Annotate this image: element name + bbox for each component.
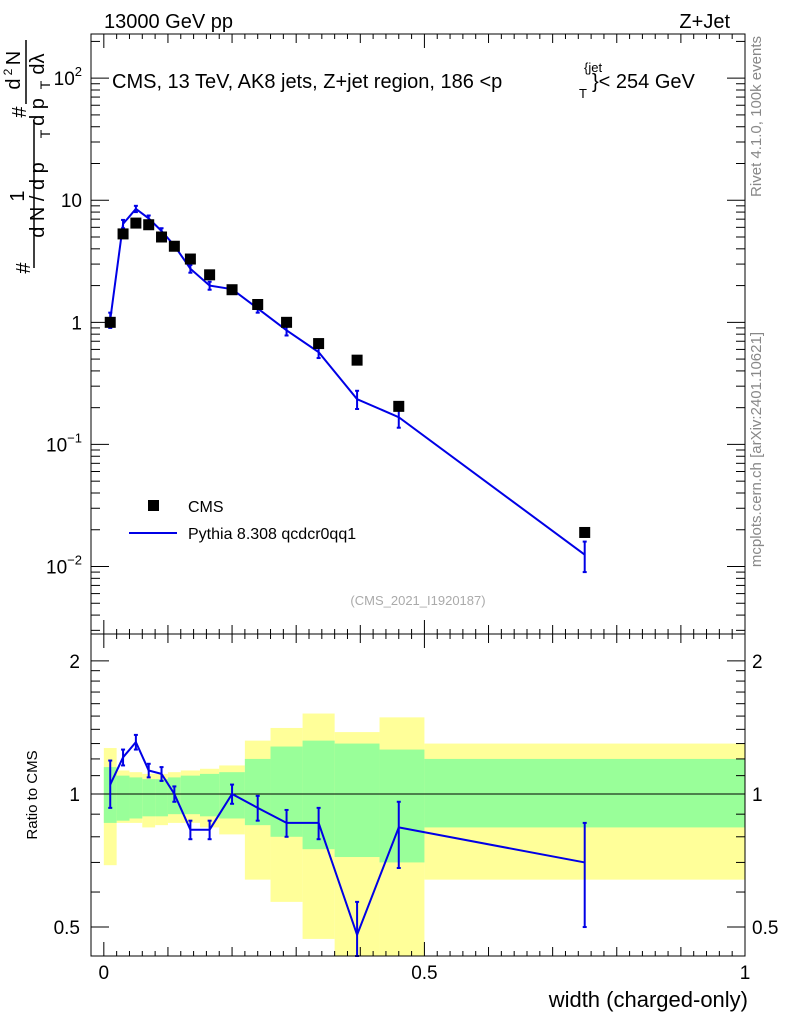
band-inner — [129, 777, 143, 819]
axes: 0 0.5 1 10−2 10−1 1 10 102 0.5 0.5 1 1 2 2 — [46, 33, 778, 984]
ylabel-dpt: d p — [27, 98, 49, 126]
main-y-tick-label: 10 — [61, 191, 82, 212]
cms-point — [313, 338, 325, 350]
ylabel-d2n-sup: 2 — [1, 68, 15, 75]
x-tick-label: 0.5 — [411, 963, 437, 984]
cms-point — [168, 240, 180, 252]
x-tick-label: 0 — [99, 963, 110, 984]
band-inner — [155, 779, 168, 817]
cms-point — [351, 354, 363, 366]
band-inner — [334, 743, 380, 858]
cms-point — [104, 316, 116, 328]
title-sup: {jet — [584, 60, 602, 75]
ylabel-dpt-sub: T — [37, 80, 53, 89]
ratio-y-tick-label-left: 1 — [69, 785, 80, 806]
band-inner — [424, 758, 745, 828]
main-y-tick-label: 102 — [54, 64, 82, 90]
main-plot-marks — [104, 204, 591, 574]
rivet-label: Rivet 4.1.0, 100k events — [748, 36, 765, 197]
ylabel-d2n-n: N — [3, 51, 25, 65]
cms-point — [143, 219, 155, 231]
band-inner — [200, 773, 220, 817]
ratio-y-tick-label-left: 2 — [69, 652, 80, 673]
cms-point — [204, 269, 216, 281]
band-inner — [116, 775, 130, 821]
ylabel-d2n-d: d — [3, 78, 25, 89]
band-inner — [180, 775, 200, 815]
x-axis-label: width (charged-only) — [548, 987, 748, 1012]
main-y-tick-label: 10−1 — [46, 430, 82, 456]
ratio-bands — [91, 713, 745, 956]
ratio-y-tick-label-left: 0.5 — [54, 918, 80, 939]
main-y-tick-label: 1 — [71, 313, 82, 334]
band-inner — [142, 779, 156, 817]
ylabel-dn: d N / d p — [27, 162, 49, 238]
main-ylabel: # 1 d N / d p T # d 2 N d p T dλ — [1, 40, 53, 274]
cms-point — [252, 298, 264, 310]
legend-cms-marker — [148, 500, 159, 511]
title-suffix: }< 254 GeV — [592, 71, 696, 93]
header-right: Z+Jet — [679, 11, 730, 33]
x-tick-label: 1 — [740, 963, 751, 984]
legend: CMS Pythia 8.308 qcdcr0qq1 — [129, 499, 356, 543]
ratio-ylabel: Ratio to CMS — [24, 750, 41, 839]
cms-point — [117, 228, 129, 240]
cms-point — [579, 526, 591, 538]
main-y-tick-label: 10−2 — [46, 553, 82, 579]
ylabel-one: 1 — [7, 190, 29, 201]
cms-point — [281, 316, 293, 328]
ratio-y-tick-label-right: 2 — [752, 652, 763, 673]
cms-point — [226, 284, 238, 296]
band-inner — [379, 749, 425, 863]
ratio-frame — [90, 633, 746, 957]
title-main: CMS, 13 TeV, AK8 jets, Z+jet region, 186… — [112, 71, 502, 93]
ylabel-dn-sub: T — [37, 129, 53, 138]
cms-point — [184, 253, 196, 265]
ratio-y-tick-label-right: 0.5 — [752, 918, 778, 939]
ylabel-hash: # — [13, 262, 35, 274]
ratio-y-tick-label-right: 1 — [752, 785, 763, 806]
ylabel-dl: dλ — [27, 53, 49, 74]
legend-cms-label: CMS — [188, 499, 224, 516]
mc-line — [109, 207, 586, 556]
ylabel-hash2: # — [9, 106, 31, 118]
header-left: 13000 GeV pp — [104, 11, 233, 33]
main-frame — [90, 33, 746, 635]
legend-mc-label: Pythia 8.308 qcdcr0qq1 — [188, 526, 356, 543]
ratio-plot-marks — [108, 733, 587, 957]
plot-title: CMS, 13 TeV, AK8 jets, Z+jet region, 186… — [112, 60, 696, 101]
cms-point — [130, 217, 142, 229]
analysis-id: (CMS_2021_I1920187) — [350, 593, 485, 608]
title-sub: T — [579, 86, 587, 101]
cms-point — [393, 400, 405, 412]
cms-point — [156, 231, 168, 243]
mcplots-label: mcplots.cern.ch [arXiv:2401.10621] — [748, 332, 765, 567]
